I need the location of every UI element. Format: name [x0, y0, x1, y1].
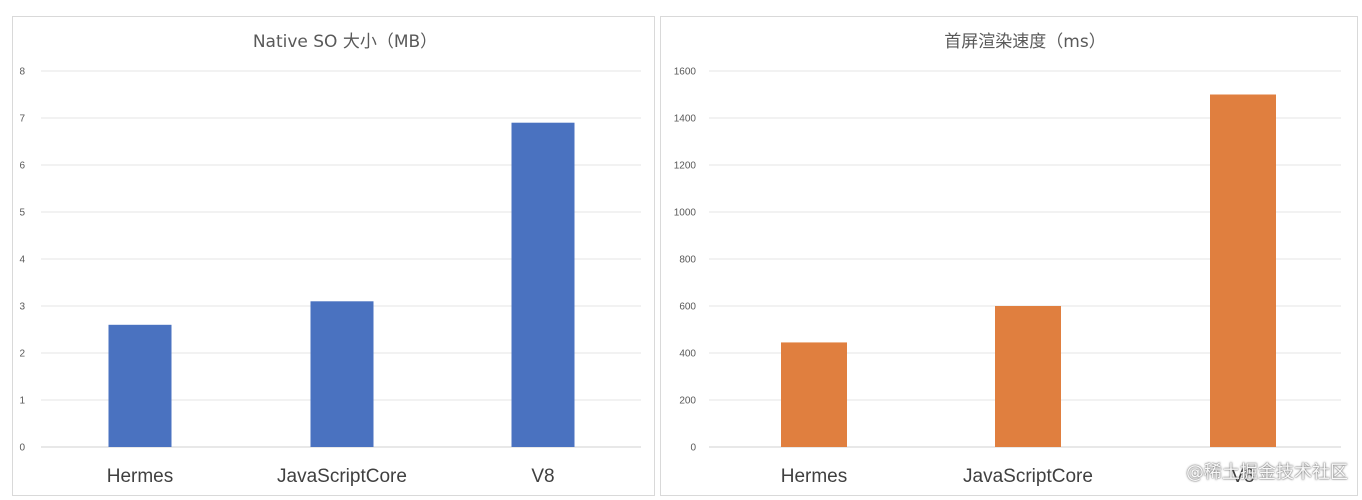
y-tick-label: 4: [19, 255, 25, 266]
y-tick-label: 0: [19, 443, 25, 454]
bar-v8: [1210, 94, 1276, 447]
chart-title: Native SO 大小（MB）: [253, 32, 437, 52]
chart-svg-first-screen-render: 首屏渲染速度（ms） 0 200 400 600 800 1000 1200 1400 1600 H…: [674, 32, 1341, 487]
x-category-label: JavaScriptCore: [277, 466, 407, 487]
x-category-label: V8: [1231, 466, 1254, 487]
y-tick-label: 800: [679, 255, 696, 266]
bar-hermes: [108, 324, 172, 447]
y-tick-label: 600: [679, 302, 696, 313]
chart-title: 首屏渲染速度（ms）: [944, 32, 1105, 52]
x-category-label: Hermes: [781, 466, 848, 487]
x-category-label: JavaScriptCore: [963, 466, 1093, 487]
y-tick-label: 200: [679, 396, 696, 407]
bar-hermes: [781, 342, 847, 447]
y-tick-label: 8: [19, 67, 25, 78]
y-tick-label: 1400: [674, 114, 697, 125]
y-tick-label: 7: [19, 114, 25, 125]
x-category-label: Hermes: [107, 466, 174, 487]
y-tick-label: 1600: [674, 67, 697, 78]
watermark: @稀土掘金技术社区: [1186, 462, 1348, 483]
y-tick-label: 400: [679, 349, 696, 360]
y-tick-label: 1200: [674, 161, 697, 172]
y-tick-label: 1: [19, 396, 25, 407]
y-tick-label: 2: [19, 349, 25, 360]
x-category-label: V8: [531, 466, 554, 487]
bar-v8: [511, 122, 575, 447]
y-tick-label: 5: [19, 208, 25, 219]
y-tick-label: 0: [690, 443, 696, 454]
bar-javascriptcore: [310, 301, 374, 447]
y-tick-label: 1000: [674, 208, 697, 219]
y-tick-label: 6: [19, 161, 25, 172]
chart-panel-first-screen-render: 首屏渲染速度（ms） 0 200 400 600 800 1000 1200 1400 1600 H…: [660, 16, 1358, 496]
y-tick-label: 3: [19, 302, 25, 313]
bar-javascriptcore: [995, 306, 1061, 447]
chart-svg-native-so-size: Native SO 大小（MB） 0 1 2 3 4 5 6 7 8 Hermes JavaScrip…: [19, 32, 641, 487]
chart-panel-native-so-size: Native SO 大小（MB） 0 1 2 3 4 5 6 7 8 Hermes JavaScrip…: [12, 16, 655, 496]
